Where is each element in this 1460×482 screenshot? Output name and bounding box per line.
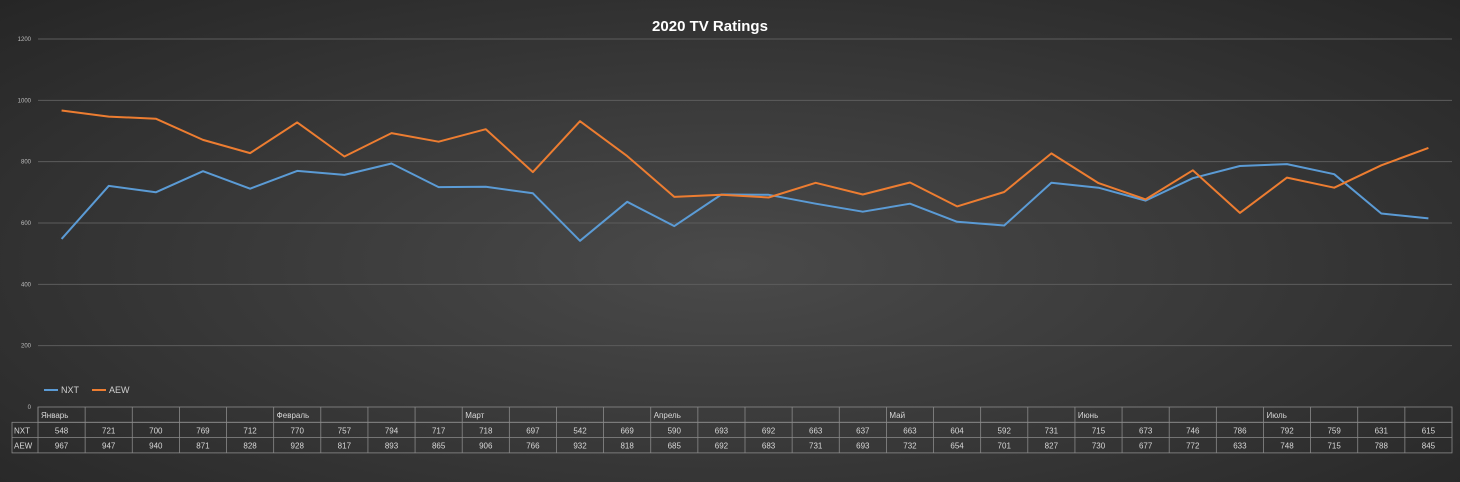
series-line-nxt	[60, 162, 1429, 242]
table-cell-value: 692	[762, 426, 776, 435]
table-cell-value: 928	[291, 442, 305, 451]
table-month-label: Февраль	[277, 411, 310, 420]
table-month-label: Апрель	[654, 411, 681, 420]
table-cell-value: 792	[1280, 426, 1294, 435]
series-line-aew	[61, 109, 1429, 214]
table-cell-value: 731	[1045, 426, 1059, 435]
table-cell-value: 712	[243, 426, 257, 435]
table-cell-value: 794	[385, 426, 399, 435]
table-cell-value: 715	[1092, 426, 1106, 435]
table-cell-value: 715	[1327, 442, 1341, 451]
table-cell-value: 730	[1092, 442, 1106, 451]
table-cell-value: 817	[338, 442, 352, 451]
y-tick-label: 200	[21, 344, 32, 350]
table-cell-value: 700	[149, 426, 163, 435]
table-cell-value: 770	[291, 426, 305, 435]
table-cell-value: 731	[809, 442, 823, 451]
table-cell-value: 693	[856, 442, 870, 451]
table-cell-value: 932	[573, 442, 587, 451]
table-cell-value: 542	[573, 426, 587, 435]
table-cell-value: 548	[55, 426, 69, 435]
table-month-label: Январь	[41, 411, 68, 420]
table-cell-value: 669	[620, 426, 634, 435]
table-cell-value: 615	[1422, 426, 1436, 435]
table-series-name: NXT	[14, 426, 30, 435]
table-cell-value: 701	[998, 442, 1012, 451]
table-cell-value: 759	[1327, 426, 1341, 435]
table-cell-value: 748	[1280, 442, 1294, 451]
gridlines	[38, 38, 1452, 347]
table-cell-value: 693	[715, 426, 729, 435]
table-cell-value: 788	[1375, 442, 1389, 451]
y-tick-label: 600	[21, 221, 32, 227]
table-cell-value: 673	[1139, 426, 1153, 435]
table-month-label: Май	[889, 411, 905, 420]
table-cell-value: 772	[1186, 442, 1200, 451]
table-cell-value: 631	[1375, 426, 1389, 435]
table-cell-value: 757	[338, 426, 352, 435]
table-cell-value: 633	[1233, 442, 1247, 451]
data-table: Январь Февраль Март Апрель Май Июнь Июль NXT 548…	[11, 406, 1453, 454]
table-cell-value: 947	[102, 442, 116, 451]
table-month-label: Март	[465, 411, 484, 420]
table-cell-value: 766	[526, 442, 540, 451]
table-cell-value: 663	[903, 426, 917, 435]
table-cell-value: 786	[1233, 426, 1247, 435]
legend: NXT AEW	[44, 385, 130, 395]
table-cell-value: 592	[998, 426, 1012, 435]
table-cell-value: 871	[196, 442, 210, 451]
plot-area	[60, 109, 1429, 242]
table-cell-value: 893	[385, 442, 399, 451]
y-tick-label: 800	[21, 160, 32, 166]
table-cell-value: 865	[432, 442, 446, 451]
table-month-label: Июль	[1266, 411, 1286, 420]
table-cell-value: 677	[1139, 442, 1153, 451]
table-cell-value: 940	[149, 442, 163, 451]
table-cell-value: 828	[243, 442, 257, 451]
y-axis: 0 200 400 600 800 1000 1200	[18, 37, 32, 411]
table-cell-value: 604	[950, 426, 964, 435]
table-cell-value: 654	[950, 442, 964, 451]
table-cell-value: 692	[715, 442, 729, 451]
table-cell-value: 717	[432, 426, 446, 435]
table-cell-value: 967	[55, 442, 69, 451]
table-cell-value: 746	[1186, 426, 1200, 435]
table-cell-value: 732	[903, 442, 917, 451]
table-cell-value: 663	[809, 426, 823, 435]
table-cell-value: 697	[526, 426, 540, 435]
y-tick-label: 1200	[18, 37, 32, 43]
table-cell-value: 906	[479, 442, 493, 451]
y-tick-label: 400	[21, 282, 32, 288]
table-series-name: AEW	[14, 442, 33, 451]
table-month-label: Июнь	[1078, 411, 1098, 420]
table-cell-value: 721	[102, 426, 116, 435]
table-cell-value: 590	[668, 426, 682, 435]
table-cell-value: 827	[1045, 442, 1059, 451]
legend-entry: NXT	[61, 385, 80, 395]
table-cell-value: 683	[762, 442, 776, 451]
table-cell-value: 718	[479, 426, 493, 435]
table-cell-value: 845	[1422, 442, 1436, 451]
table-cell-value: 769	[196, 426, 210, 435]
chart-title: 2020 TV Ratings	[652, 18, 768, 35]
y-tick-label: 1000	[18, 98, 32, 104]
y-tick-label: 0	[28, 405, 32, 411]
table-cell-value: 818	[620, 442, 634, 451]
legend-entry: AEW	[109, 385, 130, 395]
table-cell-value: 637	[856, 426, 870, 435]
table-cell-value: 685	[668, 442, 682, 451]
